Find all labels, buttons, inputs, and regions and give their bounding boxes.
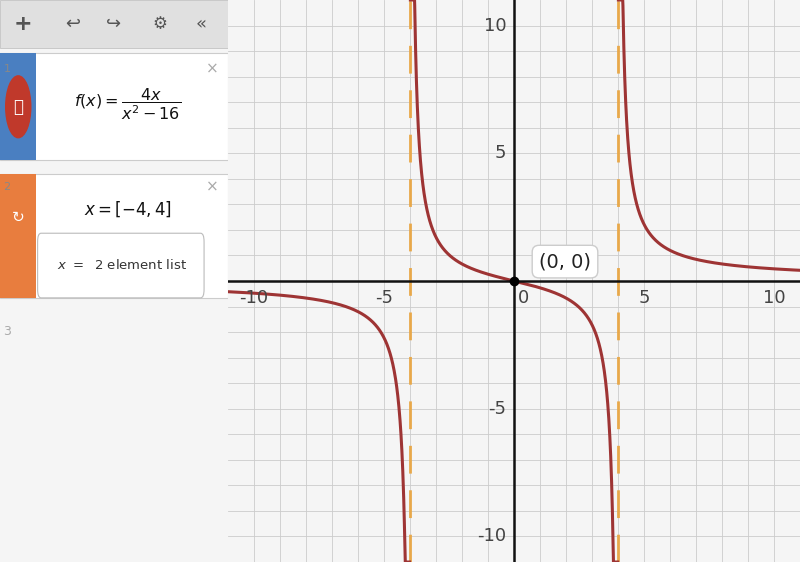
FancyBboxPatch shape [0,174,37,298]
Text: ×: × [206,62,218,77]
FancyBboxPatch shape [0,174,228,298]
Text: ↪: ↪ [106,15,122,33]
Text: 1: 1 [3,65,10,74]
Circle shape [6,76,30,138]
Text: 5: 5 [638,289,650,307]
Text: ↩: ↩ [66,15,81,33]
Text: 3: 3 [3,325,10,338]
Text: 2: 2 [3,182,10,192]
Text: -5: -5 [488,400,506,418]
Text: «: « [195,15,206,33]
Text: ↻: ↻ [12,210,25,225]
Text: 0: 0 [518,289,529,307]
Text: 5: 5 [494,144,506,162]
Text: ⚙: ⚙ [152,15,167,33]
Text: $x = [-4,4]$: $x = [-4,4]$ [84,199,172,219]
Circle shape [6,188,30,247]
FancyBboxPatch shape [0,53,228,160]
FancyBboxPatch shape [38,233,204,298]
Text: ×: × [206,179,218,194]
Text: -10: -10 [239,289,269,307]
Text: 10: 10 [483,16,506,34]
Text: 10: 10 [762,289,786,307]
FancyBboxPatch shape [0,0,228,48]
Text: 𝒩: 𝒩 [14,98,23,116]
Text: -10: -10 [477,528,506,546]
Text: (0, 0): (0, 0) [539,252,591,271]
Text: $f(x) = \dfrac{4x}{x^2-16}$: $f(x) = \dfrac{4x}{x^2-16}$ [74,87,181,123]
Text: $x\ =\ $ 2 element list: $x\ =\ $ 2 element list [57,259,187,272]
Text: +: + [14,14,32,34]
Text: -5: -5 [375,289,393,307]
FancyBboxPatch shape [0,53,37,160]
